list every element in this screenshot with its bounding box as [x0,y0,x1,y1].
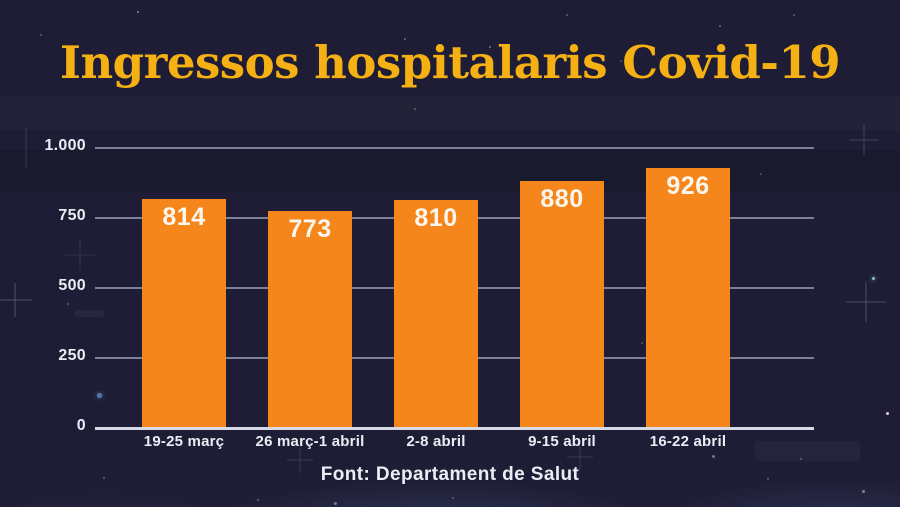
star [67,303,69,305]
star [137,11,139,13]
bar: 773 [268,211,352,427]
cross-star-flare [846,282,886,322]
star [414,108,416,110]
star [719,25,721,27]
bar: 880 [520,181,604,427]
star [872,277,875,280]
y-tick-label: 750 [58,207,86,224]
star [257,499,259,501]
background-smudge [755,441,860,461]
star [334,502,337,505]
star [862,490,865,493]
cross-star-flare [65,240,95,270]
x-tick-label: 26 març-1 abril [255,433,365,450]
x-axis-baseline [95,427,814,430]
x-tick-label: 2-8 abril [406,433,466,450]
x-tick-label: 16-22 abril [649,433,727,450]
cross-star-flare [849,125,879,155]
bar-value-label: 814 [162,203,206,231]
star [452,497,454,499]
star [97,393,102,398]
y-tick-label: 250 [58,347,86,364]
x-tick-label: 9-15 abril [528,433,596,450]
star [800,458,802,460]
x-tick-label: 19-25 març [143,433,225,450]
background-band-light [0,96,900,130]
star [793,14,795,16]
gridline [95,147,814,149]
star [886,412,889,415]
background-smudge [74,310,104,317]
background-band-dark [0,150,900,192]
chart-title: Ingressos hospitalaris Covid-19 [59,36,841,89]
star [760,173,762,175]
bar-value-label: 810 [414,204,458,232]
bar: 810 [394,200,478,427]
star [566,14,568,16]
bar: 814 [142,199,226,427]
y-tick-label: 0 [76,417,86,434]
y-tick-label: 500 [58,277,86,294]
bar-value-label: 926 [666,172,710,200]
y-tick-label: 1.000 [44,137,86,154]
bar-value-label: 880 [540,185,584,213]
star [712,455,715,458]
bar: 926 [646,168,730,427]
source-credit: Font: Departament de Salut [320,464,580,485]
bar-value-label: 773 [288,215,332,243]
star [641,342,643,344]
